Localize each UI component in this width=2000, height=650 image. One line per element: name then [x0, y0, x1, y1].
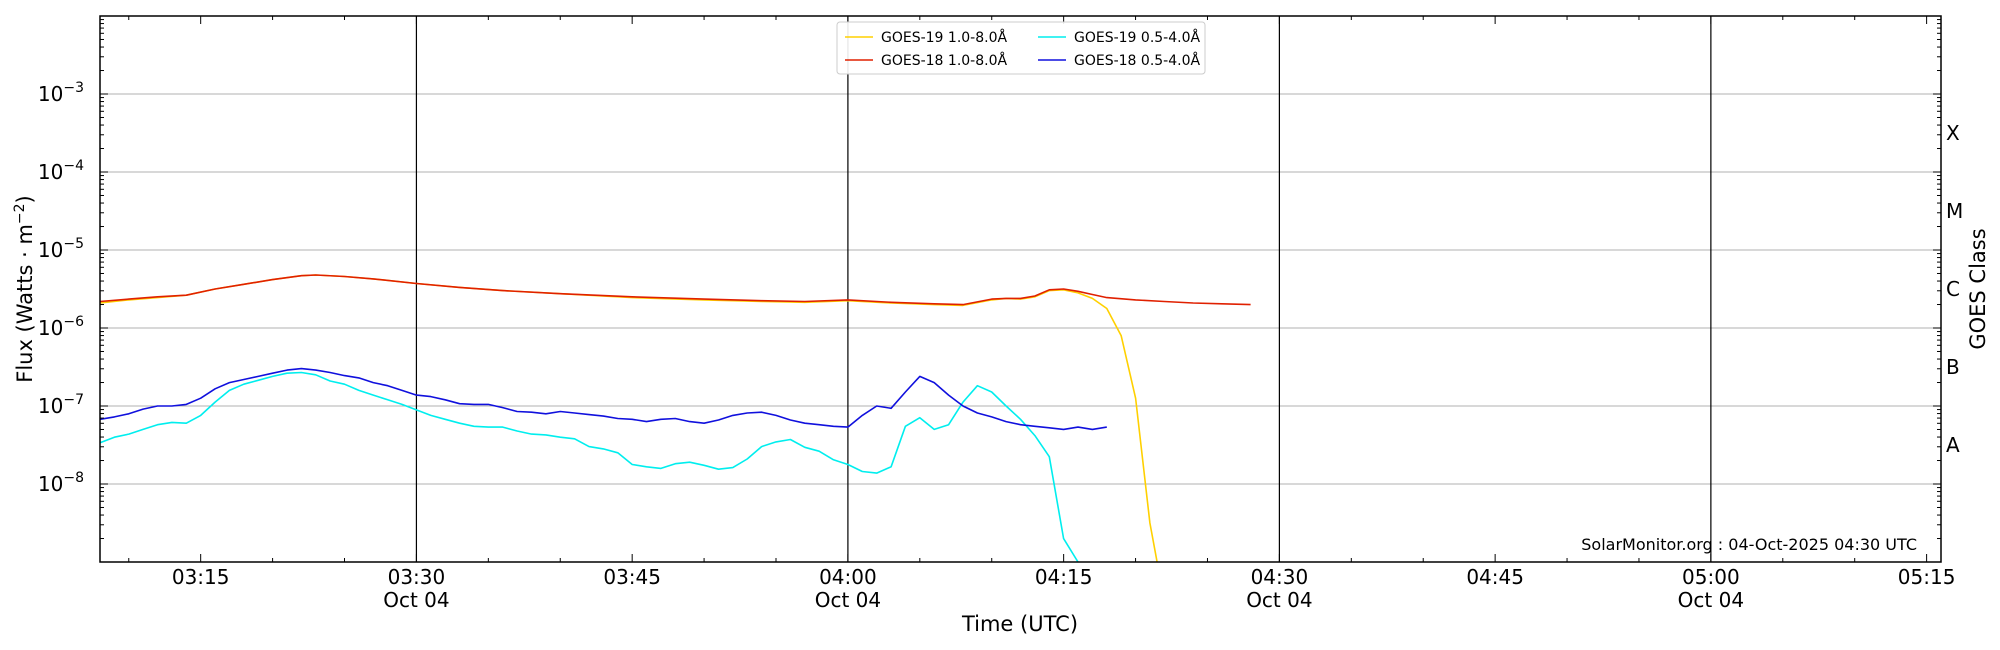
series-line-1: [100, 274, 1251, 306]
goes-class-label: B: [1946, 355, 1960, 379]
y-tick-exponent: −4: [63, 158, 84, 174]
x-tick-label: 05:15: [1898, 565, 1956, 589]
y-tick-exponent: −5: [63, 236, 84, 252]
legend-label-goes19-long: GOES-19 1.0-8.0Å: [881, 29, 1007, 46]
day-lines-layer: [415, 16, 1712, 562]
y-tick-base: 10: [38, 316, 63, 340]
y-tick-label: 10−8: [38, 470, 84, 496]
x-tick-label: 04:30: [1251, 565, 1309, 589]
x-tick-date-label: Oct 04: [383, 588, 449, 612]
series-line-3: [100, 367, 1107, 431]
legend: GOES-19 1.0-8.0Å GOES-18 1.0-8.0Å GOES-1…: [836, 21, 1206, 75]
x-tick-label: 05:00: [1682, 565, 1740, 589]
y-tick-base: 10: [38, 472, 63, 496]
plot-frame: [99, 15, 1942, 563]
y-tick-label: 10−6: [38, 314, 84, 340]
x-tick-date-label: Oct 04: [1678, 588, 1744, 612]
y-tick-exponent: −3: [63, 80, 84, 96]
x-tick-label: 03:15: [172, 565, 230, 589]
goes-class-axis-label: GOES Class: [1966, 228, 1990, 349]
x-tick-label: 03:30: [388, 565, 446, 589]
series-line-2: [100, 371, 1079, 562]
y-tick-base: 10: [38, 160, 63, 184]
legend-label-goes19-short: GOES-19 0.5-4.0Å: [1074, 29, 1200, 46]
goes-class-label: X: [1946, 121, 1960, 145]
y-axis-label-close: ): [13, 195, 37, 203]
tick-layer: [100, 15, 1941, 563]
x-tick-label: 03:45: [603, 565, 661, 589]
y-tick-label: 10−5: [38, 236, 84, 262]
y-axis-label-sup: −2: [12, 203, 28, 224]
x-axis-label: Time (UTC): [961, 612, 1078, 636]
credit-text: SolarMonitor.org : 04-Oct-2025 04:30 UTC: [1581, 535, 1917, 554]
series-layer: [100, 274, 1251, 562]
x-tick-label: 04:15: [1035, 565, 1093, 589]
x-tick-label: 04:45: [1466, 565, 1524, 589]
y-tick-label: 10−3: [38, 80, 84, 106]
goes-class-label: A: [1946, 433, 1960, 457]
legend-box: [836, 21, 1206, 75]
y-tick-base: 10: [38, 238, 63, 262]
legend-label-goes18-long: GOES-18 1.0-8.0Å: [881, 52, 1007, 69]
goes-class-label: C: [1946, 277, 1960, 301]
x-tick-date-label: Oct 04: [815, 588, 881, 612]
legend-label-goes18-short: GOES-18 0.5-4.0Å: [1074, 52, 1200, 69]
y-tick-base: 10: [38, 82, 63, 106]
y-tick-exponent: −7: [63, 392, 84, 408]
y-tick-label: 10−4: [38, 158, 84, 184]
y-tick-exponent: −8: [63, 470, 84, 486]
x-tick-label: 04:00: [819, 565, 877, 589]
y-axis-label: Flux (Watts · m−2): [12, 195, 37, 383]
y-tick-exponent: −6: [63, 314, 84, 330]
y-tick-label: 10−7: [38, 392, 84, 418]
goes-class-label: M: [1946, 199, 1963, 223]
y-tick-base: 10: [38, 394, 63, 418]
x-tick-date-label: Oct 04: [1246, 588, 1312, 612]
y-axis-label-main: Flux (Watts · m: [13, 224, 37, 383]
